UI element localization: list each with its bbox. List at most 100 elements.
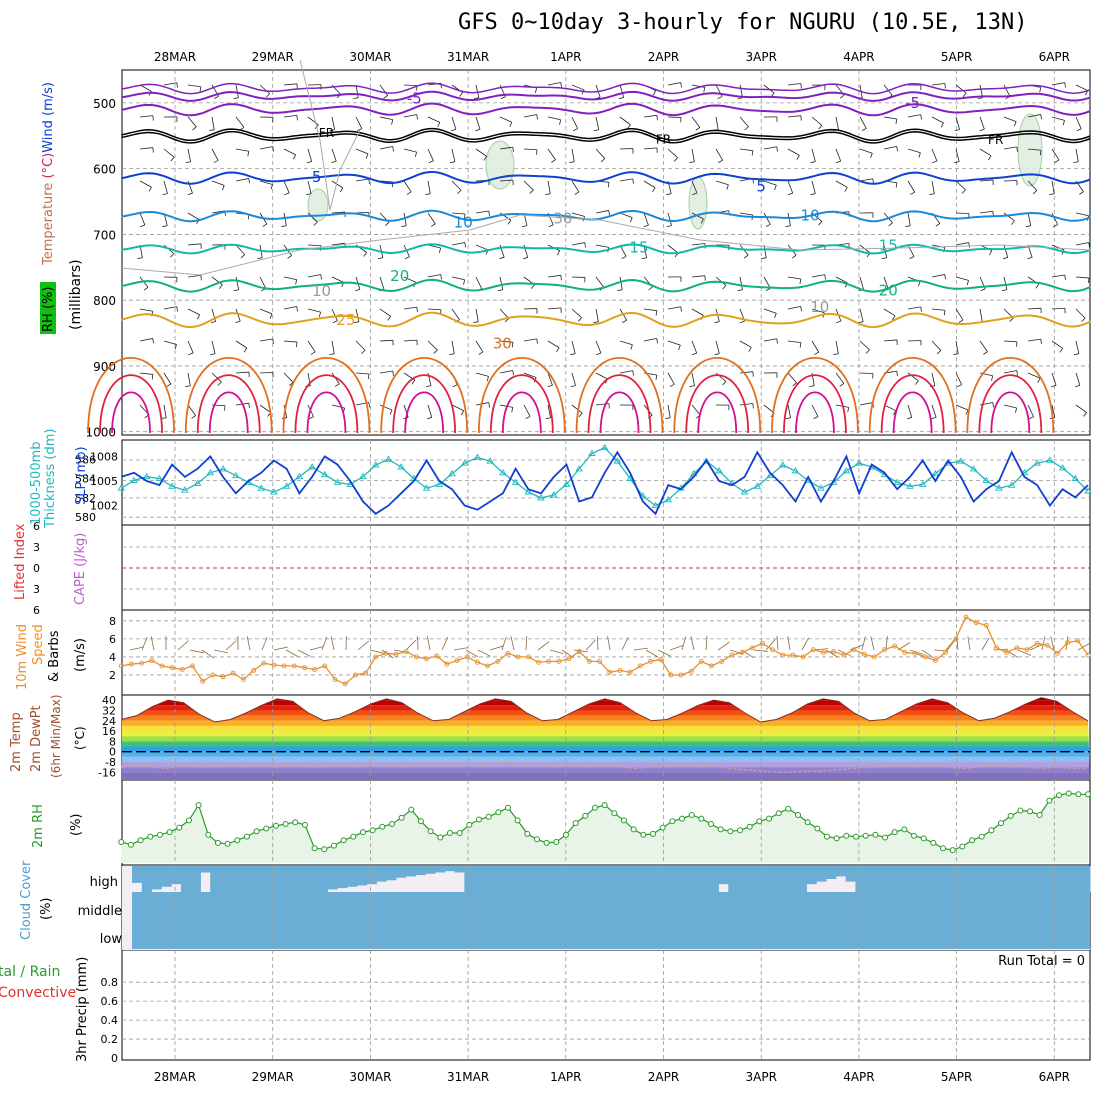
surface-wind-barb — [633, 647, 648, 651]
thickness-marker — [295, 472, 304, 480]
wind-barb-flag — [905, 225, 911, 227]
wind-barb — [955, 340, 959, 354]
thickness-marker — [549, 491, 558, 498]
surface-wind-barb — [369, 649, 384, 654]
wind-barb — [667, 306, 681, 310]
wind-barb — [787, 340, 801, 344]
rh-marker — [882, 834, 889, 841]
wind-barb — [787, 83, 801, 86]
wind-speed-marker — [332, 677, 338, 682]
wind-barb-flag — [1028, 416, 1034, 420]
slp-label: SLP (mb) — [74, 446, 89, 505]
wind-speed-marker — [668, 672, 674, 678]
wind-barb-flag — [551, 159, 556, 163]
wind-barb — [883, 116, 897, 120]
wind-barb-flag — [478, 351, 484, 355]
wind-barb — [499, 146, 513, 150]
wind-barb — [283, 83, 297, 86]
isotherm-arch — [783, 374, 847, 434]
wind-speed-marker — [251, 667, 257, 673]
wind-barb — [1075, 340, 1080, 354]
wind-barb-flag — [622, 319, 627, 323]
wind-speed-marker — [515, 654, 521, 660]
rh-marker — [862, 832, 869, 839]
wind-barb — [379, 276, 385, 290]
temp-line — [121, 697, 1089, 723]
panel-frame-p1 — [121, 69, 1091, 436]
isotherm-arch — [978, 374, 1043, 434]
isotherm-arch — [587, 374, 652, 434]
wind-barb-flag — [313, 221, 318, 226]
rh2m-unit-label: (%) — [69, 814, 84, 837]
thickness-marker — [753, 482, 762, 489]
wind-barb-flag — [988, 155, 992, 161]
wind-barb-flag — [751, 150, 754, 156]
wind-barb-flag — [361, 349, 366, 354]
wind-barb-flag — [593, 321, 599, 323]
wind-barb-flag — [765, 287, 771, 292]
wind-barb-flag — [630, 344, 633, 350]
cloud-low-label: low — [100, 932, 123, 947]
rh-marker — [543, 839, 550, 846]
rh-marker — [224, 840, 231, 847]
isotherm-arch — [184, 357, 273, 434]
wind-speed-marker — [729, 652, 735, 658]
rh-marker — [766, 815, 773, 822]
wind-barb-flag — [486, 376, 489, 382]
isotherm-arch — [489, 374, 554, 434]
wind-barb-flag — [426, 385, 432, 388]
contour-label: 20 — [390, 267, 409, 285]
rh-marker — [214, 839, 221, 846]
wind-barb — [763, 338, 777, 342]
rh-marker — [147, 833, 154, 840]
surface-wind-barb — [357, 640, 370, 651]
wind-barb-flag — [920, 306, 922, 312]
wind-barb — [979, 116, 985, 130]
wind-barb — [1051, 180, 1055, 194]
wind-barb — [163, 180, 168, 194]
wind-barb — [331, 116, 336, 130]
rh-marker — [969, 837, 976, 844]
thickness-marker — [613, 457, 622, 464]
wind-barb — [811, 404, 819, 417]
wind-tick: 2 — [109, 669, 116, 682]
cloud-high-bar — [1011, 866, 1023, 892]
pressure-tick: 700 — [93, 228, 116, 242]
wind-barb — [355, 211, 370, 214]
wind-barb-flag — [765, 223, 771, 228]
wind-barb-flag — [629, 217, 633, 223]
wind-barb-flag — [652, 187, 656, 193]
wind-barb-flag — [717, 96, 723, 100]
wind-barb — [259, 276, 267, 289]
isotherm-arch — [501, 391, 542, 434]
surface-wind-barb — [813, 648, 828, 651]
surface-wind-barb — [753, 649, 768, 652]
wind-speed-marker — [444, 661, 450, 667]
wind-barb — [427, 340, 438, 351]
wind-speed-marker — [200, 678, 206, 684]
rh-marker — [533, 836, 540, 843]
rh-marker — [630, 826, 637, 833]
wind-barb-flag — [332, 320, 338, 324]
isotherm-arch — [892, 391, 933, 434]
surface-wind-barb — [1029, 644, 1043, 651]
li-tick: 3 — [33, 541, 40, 554]
wind-barb — [235, 340, 248, 349]
surface-wind-barb — [657, 649, 671, 657]
wind-barb-flag — [1016, 146, 1018, 152]
wind-label-1: 10m Wind — [15, 624, 30, 690]
cloud-high-bar — [777, 866, 788, 892]
wind-barb-flag — [414, 152, 418, 158]
wind-barb-flag — [385, 222, 390, 227]
wind-speed-marker — [892, 643, 898, 649]
wind-barb — [187, 308, 200, 316]
wind-speed-marker — [128, 661, 134, 667]
surface-wind-barb — [1041, 636, 1046, 651]
wind-barb-flag — [792, 382, 797, 387]
wind-barb — [835, 276, 848, 284]
surface-wind-barb — [321, 636, 328, 651]
wind-barb-flag — [296, 306, 298, 312]
wind-barb — [1003, 84, 1011, 97]
cloud-high-bar — [337, 866, 348, 889]
thickness-marker — [117, 484, 126, 491]
